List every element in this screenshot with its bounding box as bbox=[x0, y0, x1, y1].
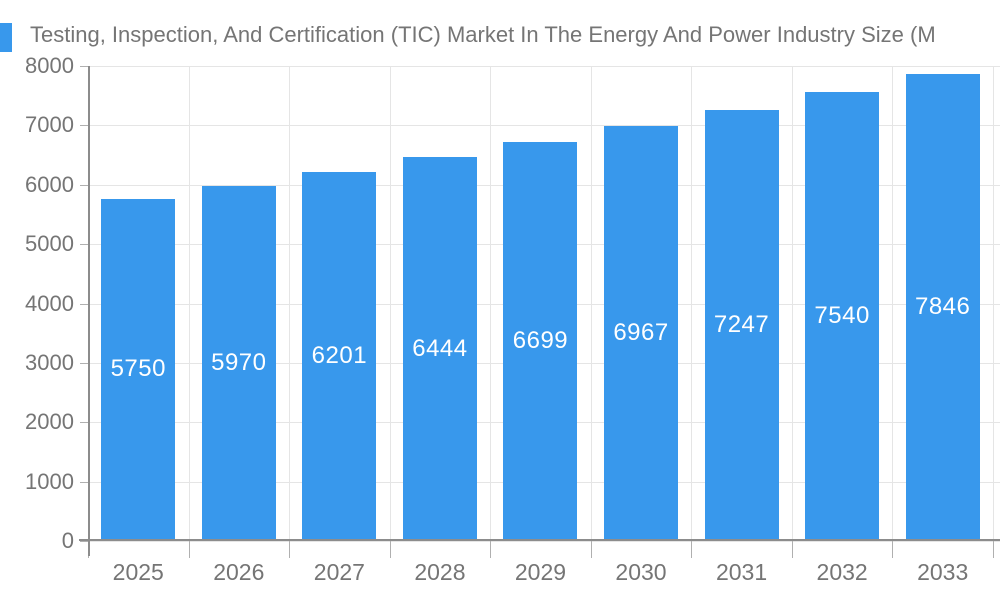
y-axis-line bbox=[88, 66, 90, 556]
x-axis-tick bbox=[791, 541, 793, 558]
y-axis-tick bbox=[80, 66, 88, 67]
y-tick-label: 3000 bbox=[25, 349, 74, 375]
bar-2029[interactable]: 6699 bbox=[503, 142, 578, 540]
y-tick-label: 7000 bbox=[25, 112, 74, 138]
gridline-horizontal bbox=[88, 66, 1000, 67]
y-tick-label: 6000 bbox=[25, 171, 74, 197]
gridline-vertical bbox=[389, 66, 391, 541]
y-tick-label: 0 bbox=[61, 528, 74, 553]
y-tick-label: 8000 bbox=[25, 53, 74, 78]
x-tick-label: 2032 bbox=[816, 559, 868, 585]
y-tick-label: 1000 bbox=[25, 468, 74, 494]
x-axis-tick bbox=[289, 541, 291, 558]
chart-title: Testing, Inspection, And Certification (… bbox=[30, 22, 936, 47]
bar-value-label: 6444 bbox=[412, 334, 468, 362]
x-tick-label: 2025 bbox=[112, 559, 164, 585]
gridline-vertical bbox=[791, 66, 793, 541]
x-axis-tick bbox=[389, 541, 391, 558]
x-axis-tick bbox=[691, 541, 693, 558]
gridline-vertical bbox=[188, 66, 190, 541]
gridline-vertical bbox=[490, 66, 492, 541]
bar-2032[interactable]: 7540 bbox=[805, 92, 880, 540]
bar-2026[interactable]: 5970 bbox=[201, 185, 276, 540]
y-axis-tick bbox=[80, 125, 88, 127]
x-axis-tick bbox=[490, 541, 492, 558]
x-tick-label: 2033 bbox=[917, 559, 969, 585]
x-tick-label: 2030 bbox=[615, 559, 667, 585]
x-axis-tick bbox=[892, 541, 894, 558]
plot-area: 5750 5970 6201 6444 6699 6967 7247 7540 7846 bbox=[79, 66, 1000, 558]
bar-2033[interactable]: 7846 bbox=[905, 74, 980, 540]
gridline-vertical bbox=[992, 66, 994, 541]
bar-value-label: 7247 bbox=[713, 310, 770, 338]
gridline-vertical bbox=[289, 66, 291, 541]
bar-value-label: 7540 bbox=[814, 302, 870, 330]
legend-swatch[interactable] bbox=[0, 23, 12, 52]
y-tick-label: 4000 bbox=[25, 290, 74, 316]
bar-2025[interactable]: 5750 bbox=[101, 198, 176, 540]
gridline-vertical bbox=[590, 66, 592, 541]
y-axis-tick bbox=[80, 244, 88, 246]
bar-value-label: 7846 bbox=[914, 293, 971, 321]
x-axis-tick bbox=[188, 541, 190, 558]
bar-value-label: 6699 bbox=[512, 327, 569, 355]
x-tick-label: 2027 bbox=[313, 559, 365, 585]
chart-legend[interactable]: Testing, Inspection, And Certification (… bbox=[0, 18, 1000, 52]
gridline-horizontal bbox=[88, 541, 1000, 542]
bar-2031[interactable]: 7247 bbox=[704, 109, 779, 540]
x-axis-tick bbox=[992, 541, 994, 558]
gridline-vertical bbox=[691, 66, 693, 541]
x-axis-baseline bbox=[79, 539, 1000, 541]
y-tick-label: 5000 bbox=[25, 231, 74, 257]
bar-2027[interactable]: 6201 bbox=[302, 171, 377, 540]
y-tick-label: 2000 bbox=[25, 409, 74, 435]
y-axis-tick bbox=[80, 303, 88, 305]
y-axis-tick bbox=[80, 541, 88, 542]
bar-2030[interactable]: 6967 bbox=[604, 126, 679, 540]
x-tick-label: 2031 bbox=[715, 559, 768, 585]
bar-value-label: 6201 bbox=[311, 341, 368, 369]
gridline-horizontal bbox=[88, 125, 1000, 127]
x-axis-tick bbox=[590, 541, 592, 558]
gridline-vertical bbox=[892, 66, 894, 541]
y-axis-tick bbox=[80, 362, 88, 364]
bar-value-label: 5970 bbox=[211, 348, 267, 376]
y-axis-tick bbox=[80, 184, 88, 186]
x-tick-label: 2026 bbox=[213, 559, 265, 585]
x-tick-label: 2028 bbox=[414, 559, 466, 585]
bar-value-label: 5750 bbox=[110, 355, 166, 383]
x-tick-label: 2029 bbox=[514, 559, 567, 585]
y-axis-tick bbox=[80, 422, 88, 424]
y-axis-tick bbox=[80, 481, 88, 483]
bar-value-label: 6967 bbox=[613, 319, 669, 347]
bar-2028[interactable]: 6444 bbox=[402, 157, 477, 540]
y-axis: 0 1000 2000 3000 4000 5000 6000 7000 8000 bbox=[0, 55, 88, 552]
x-axis: 2025 2026 2027 2028 2029 2030 2031 2032 2033 bbox=[88, 541, 1000, 600]
